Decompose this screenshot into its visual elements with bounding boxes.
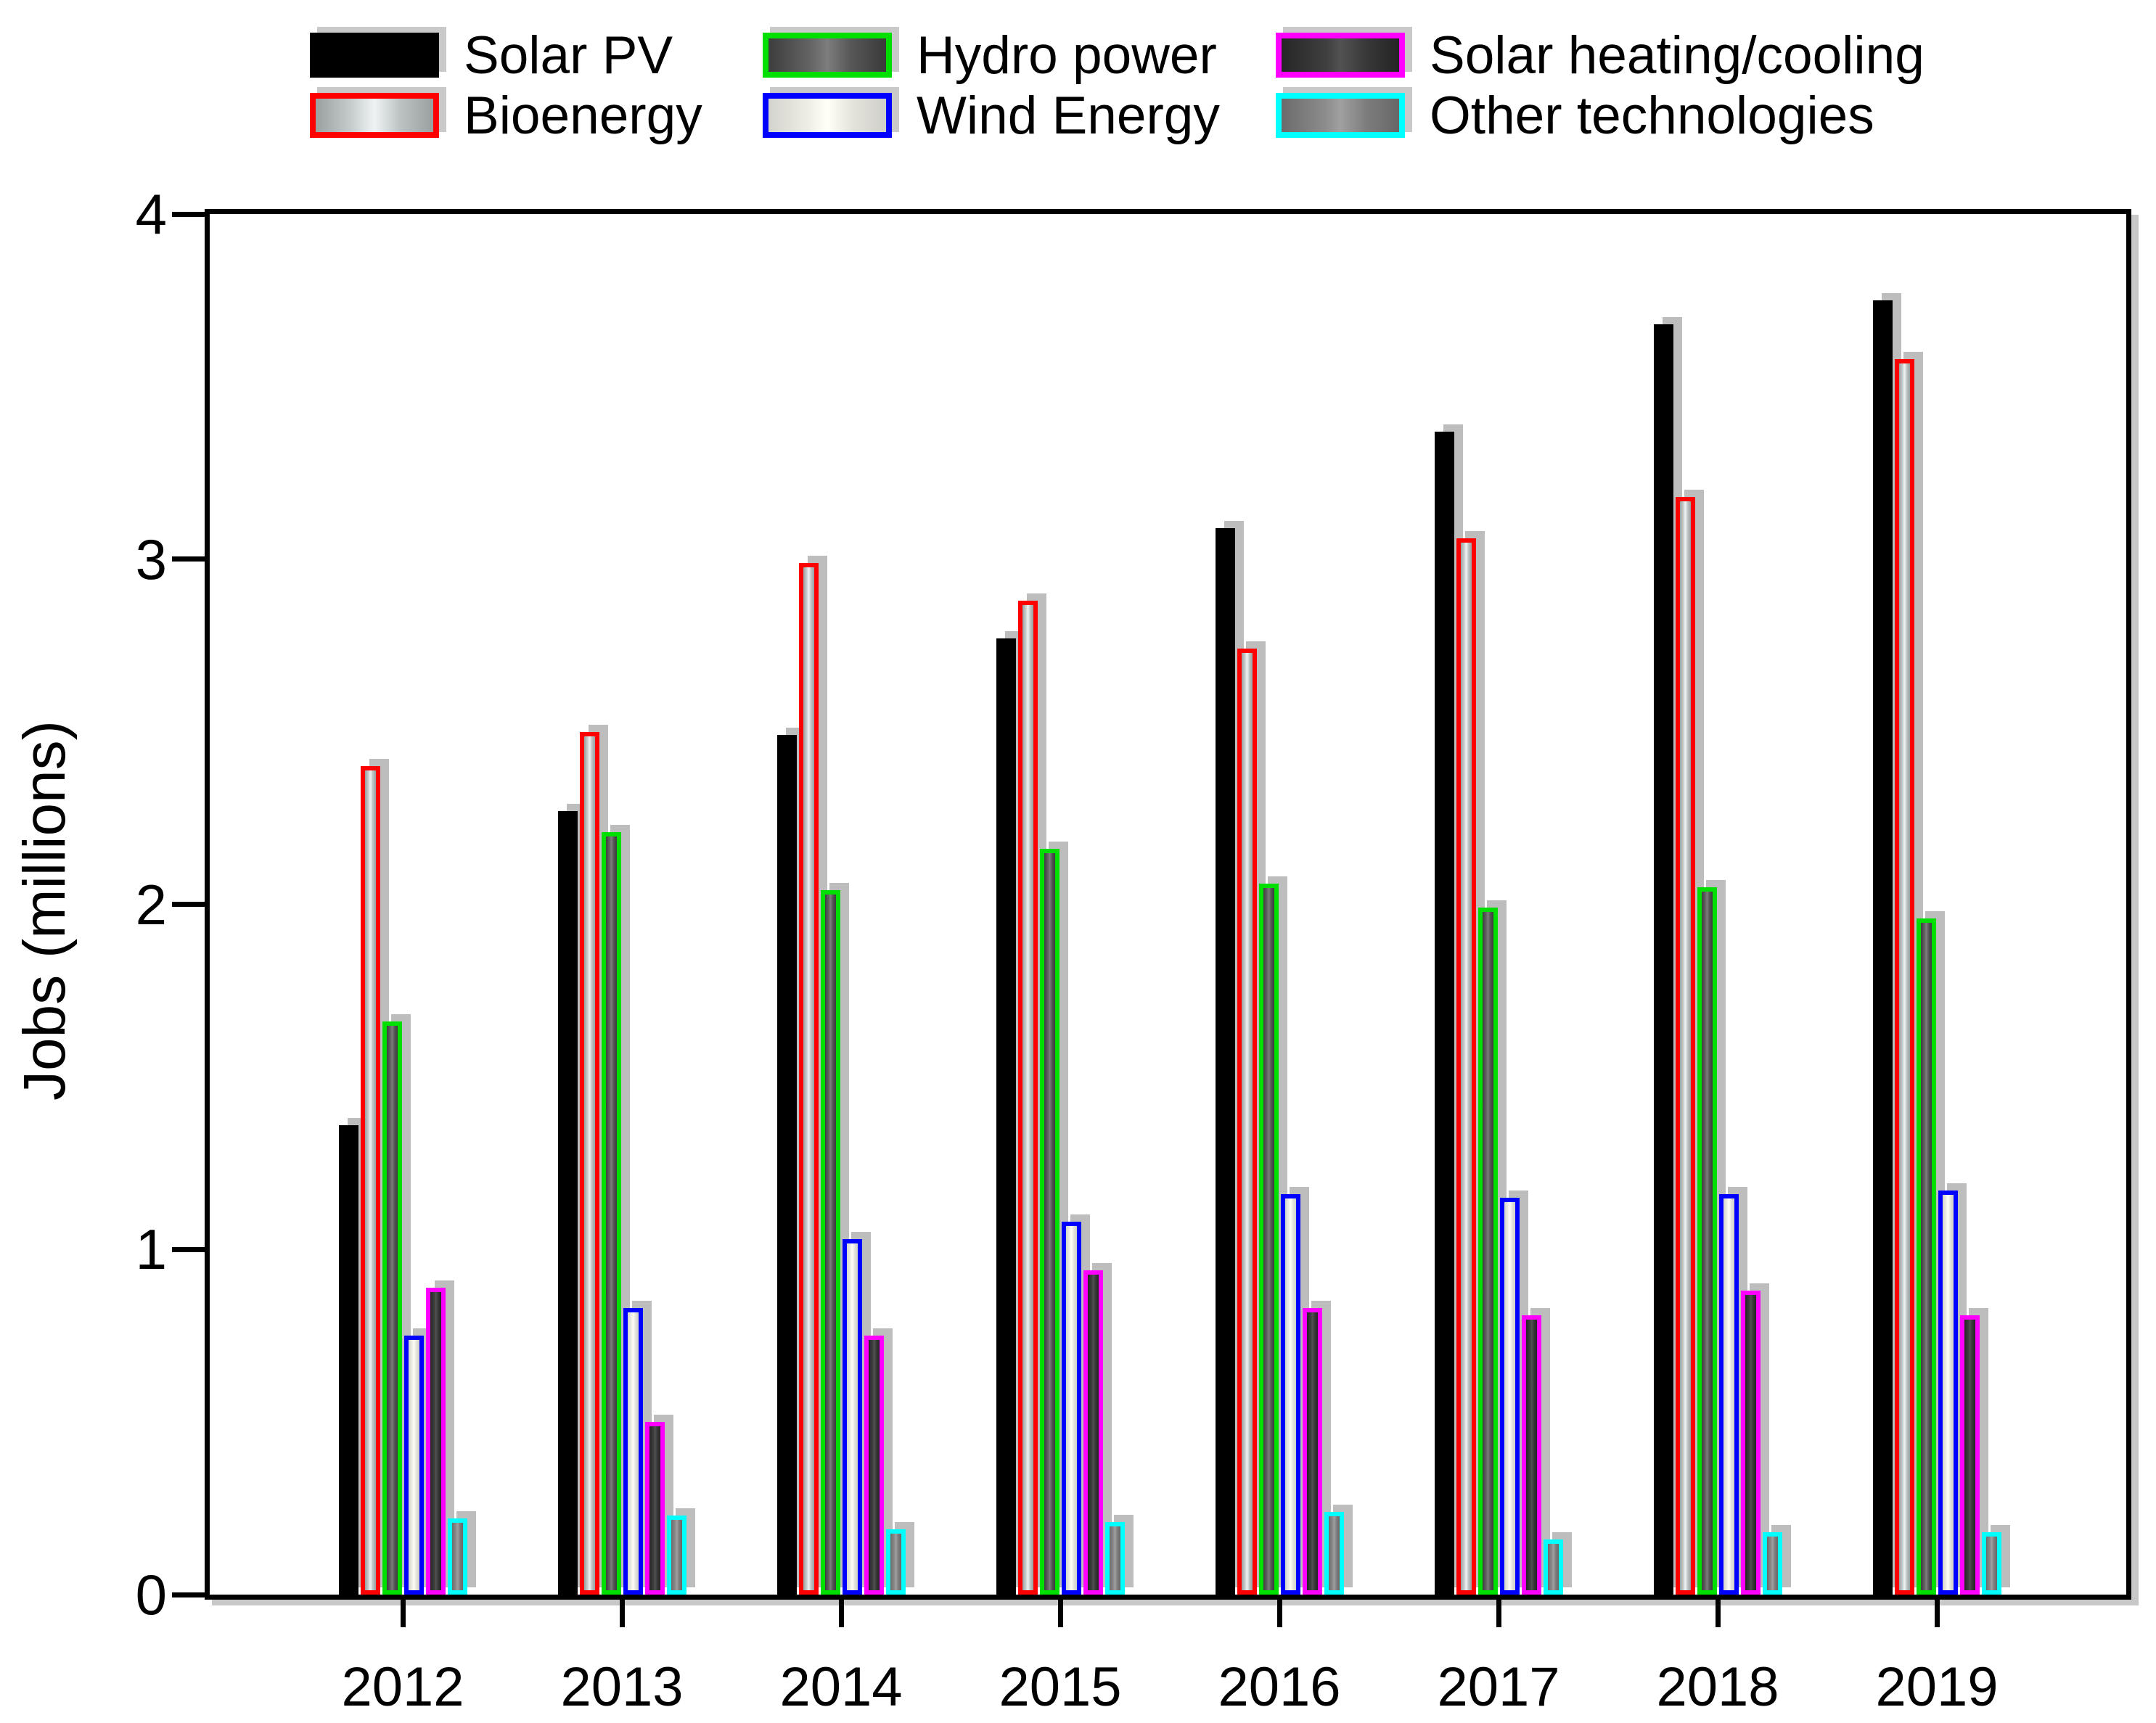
bar-solar_pv-2016 bbox=[1216, 528, 1235, 1595]
bar-wind-2017 bbox=[1500, 1198, 1520, 1595]
x-tick-label: 2012 bbox=[341, 1656, 464, 1718]
bar-other-2013 bbox=[667, 1516, 686, 1595]
bar-solar_pv-2012 bbox=[339, 1125, 358, 1595]
x-tick-label: 2019 bbox=[1875, 1656, 1999, 1718]
bar-bioenergy-2012 bbox=[361, 766, 380, 1595]
legend-label: Wind Energy bbox=[917, 86, 1220, 145]
legend-label: Solar heating/cooling bbox=[1430, 26, 1925, 85]
x-tick-2012 bbox=[401, 1595, 406, 1627]
x-tick-2015 bbox=[1058, 1595, 1063, 1627]
bar-bioenergy-2015 bbox=[1018, 601, 1038, 1595]
x-tick-label: 2015 bbox=[999, 1656, 1122, 1718]
bar-other-2014 bbox=[886, 1529, 906, 1595]
legend-swatch-shc bbox=[1276, 33, 1405, 78]
bar-hydro-2018 bbox=[1697, 887, 1717, 1595]
y-tick-0 bbox=[172, 1592, 205, 1597]
bar-hydro-2017 bbox=[1478, 908, 1498, 1595]
x-tick-2016 bbox=[1277, 1595, 1282, 1627]
bar-bioenergy-2014 bbox=[799, 563, 819, 1595]
legend-label: Hydro power bbox=[917, 26, 1217, 85]
bar-solar_pv-2015 bbox=[996, 638, 1016, 1595]
bar-solar_pv-2019 bbox=[1873, 300, 1893, 1595]
bar-solar_pv-2014 bbox=[777, 735, 797, 1595]
bar-group-2012 bbox=[210, 214, 2126, 1595]
bar-hydro-2016 bbox=[1259, 884, 1279, 1595]
plot-area bbox=[210, 214, 2126, 1595]
bar-shc-2017 bbox=[1522, 1315, 1541, 1595]
bar-shc-2015 bbox=[1083, 1270, 1103, 1595]
legend-swatch-solar_pv bbox=[310, 33, 439, 78]
bar-other-2012 bbox=[448, 1518, 467, 1595]
y-tick-label: 3 bbox=[135, 527, 167, 591]
legend-swatch-bioenergy bbox=[310, 93, 439, 138]
x-tick-label: 2014 bbox=[779, 1656, 903, 1718]
bar-wind-2014 bbox=[843, 1239, 862, 1595]
bar-wind-2019 bbox=[1938, 1191, 1958, 1595]
bar-wind-2012 bbox=[404, 1336, 424, 1595]
y-tick-2 bbox=[172, 902, 205, 907]
bar-wind-2013 bbox=[623, 1308, 643, 1595]
x-tick-2014 bbox=[839, 1595, 844, 1627]
x-tick-label: 2013 bbox=[560, 1656, 684, 1718]
bar-other-2018 bbox=[1763, 1532, 1782, 1595]
bar-group-2014 bbox=[210, 214, 2126, 1595]
bar-solar_pv-2017 bbox=[1435, 432, 1454, 1595]
bar-bioenergy-2018 bbox=[1676, 497, 1695, 1595]
y-tick-4 bbox=[172, 212, 205, 217]
bar-shc-2016 bbox=[1303, 1308, 1322, 1595]
x-tick-2017 bbox=[1496, 1595, 1501, 1627]
legend-swatch-hydro bbox=[763, 33, 892, 78]
bar-hydro-2015 bbox=[1040, 849, 1059, 1595]
bar-other-2017 bbox=[1544, 1539, 1563, 1595]
bar-shc-2012 bbox=[426, 1288, 446, 1595]
bar-bioenergy-2019 bbox=[1895, 359, 1914, 1595]
x-tick-2013 bbox=[620, 1595, 625, 1627]
y-tick-3 bbox=[172, 556, 205, 562]
bar-group-2019 bbox=[210, 214, 2126, 1595]
legend-swatch-other bbox=[1276, 93, 1405, 138]
legend-label: Other technologies bbox=[1430, 86, 1874, 145]
x-tick-2019 bbox=[1935, 1595, 1940, 1627]
bar-wind-2016 bbox=[1281, 1194, 1300, 1595]
bar-group-2015 bbox=[210, 214, 2126, 1595]
bar-solar_pv-2013 bbox=[558, 811, 578, 1595]
bar-group-2018 bbox=[210, 214, 2126, 1595]
bar-hydro-2019 bbox=[1917, 918, 1936, 1595]
bar-group-2017 bbox=[210, 214, 2126, 1595]
plot-frame bbox=[205, 209, 2131, 1600]
bar-group-2013 bbox=[210, 214, 2126, 1595]
bar-other-2019 bbox=[1982, 1532, 2001, 1595]
bar-shc-2014 bbox=[864, 1336, 884, 1595]
bar-wind-2015 bbox=[1062, 1222, 1081, 1595]
bar-wind-2018 bbox=[1719, 1194, 1739, 1595]
y-tick-label: 1 bbox=[135, 1217, 167, 1281]
bar-bioenergy-2013 bbox=[580, 732, 599, 1595]
bar-group-2016 bbox=[210, 214, 2126, 1595]
bar-hydro-2012 bbox=[382, 1021, 402, 1595]
legend-label: Bioenergy bbox=[464, 86, 702, 145]
bar-bioenergy-2016 bbox=[1237, 649, 1257, 1595]
bar-solar_pv-2018 bbox=[1654, 324, 1673, 1595]
bar-shc-2018 bbox=[1741, 1291, 1761, 1595]
bar-hydro-2013 bbox=[602, 832, 621, 1595]
y-tick-label: 4 bbox=[135, 182, 167, 246]
y-tick-label: 2 bbox=[135, 873, 167, 937]
y-tick-label: 0 bbox=[135, 1563, 167, 1627]
legend-label: Solar PV bbox=[464, 26, 673, 85]
bar-other-2016 bbox=[1324, 1512, 1344, 1595]
bar-shc-2019 bbox=[1960, 1315, 1980, 1595]
bar-bioenergy-2017 bbox=[1456, 538, 1476, 1595]
legend-swatch-wind bbox=[763, 93, 892, 138]
bar-hydro-2014 bbox=[821, 890, 840, 1595]
x-tick-label: 2018 bbox=[1656, 1656, 1779, 1718]
bar-shc-2013 bbox=[645, 1422, 665, 1595]
y-tick-1 bbox=[172, 1247, 205, 1252]
x-tick-label: 2016 bbox=[1218, 1656, 1341, 1718]
x-tick-label: 2017 bbox=[1437, 1656, 1560, 1718]
bar-other-2015 bbox=[1105, 1522, 1125, 1595]
x-tick-2018 bbox=[1716, 1595, 1721, 1627]
